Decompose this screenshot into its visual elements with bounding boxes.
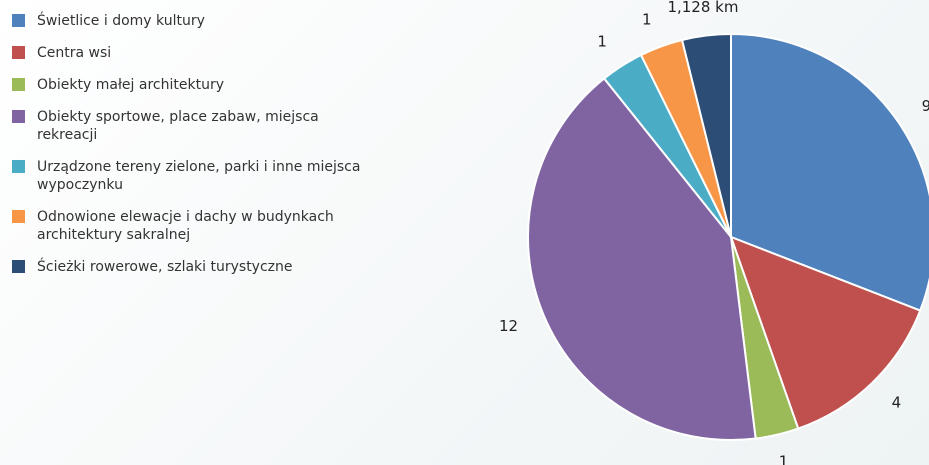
- legend-swatch: [12, 260, 25, 273]
- pie-slice: [527, 77, 757, 441]
- legend-item: Obiekty małej architektury: [12, 76, 372, 94]
- data-label: 1: [597, 33, 607, 51]
- legend-swatch: [12, 46, 25, 59]
- legend-swatch: [12, 160, 25, 173]
- legend-label: Centra wsi: [37, 45, 112, 61]
- data-label: 12: [499, 317, 518, 335]
- legend-label: Obiekty sportowe, place zabaw, miejsca r…: [37, 109, 319, 143]
- legend-item: Urządzone tereny zielone, parki i inne m…: [12, 158, 372, 194]
- legend-label: Urządzone tereny zielone, parki i inne m…: [37, 159, 361, 193]
- data-label: 4: [892, 394, 902, 412]
- data-label: 9: [922, 97, 929, 115]
- data-label: 1: [779, 452, 789, 465]
- data-label: 1: [642, 11, 652, 29]
- legend-item: Centra wsi: [12, 44, 372, 62]
- legend-item: Obiekty sportowe, place zabaw, miejsca r…: [12, 108, 372, 144]
- legend-swatch: [12, 14, 25, 27]
- pie-slice: [680, 32, 732, 238]
- legend: Świetlice i domy kultury Centra wsi Obiekt…: [12, 12, 372, 276]
- data-label: 1,128 km: [667, 0, 738, 16]
- legend-swatch: [12, 78, 25, 91]
- legend-item: Odnowione elewacje i dachy w budynkach a…: [12, 208, 372, 244]
- legend-swatch: [12, 210, 25, 223]
- legend-label: Świetlice i domy kultury: [37, 13, 205, 29]
- legend-item: Ścieżki rowerowe, szlaki turystyczne: [12, 258, 372, 276]
- pie-slice: [729, 235, 922, 430]
- legend-item: Świetlice i domy kultury: [12, 12, 372, 30]
- legend-label: Ścieżki rowerowe, szlaki turystyczne: [37, 259, 293, 275]
- pie-slice: [730, 32, 929, 312]
- legend-label: Obiekty małej architektury: [37, 77, 224, 93]
- legend-swatch: [12, 110, 25, 123]
- legend-label: Odnowione elewacje i dachy w budynkach a…: [37, 209, 334, 243]
